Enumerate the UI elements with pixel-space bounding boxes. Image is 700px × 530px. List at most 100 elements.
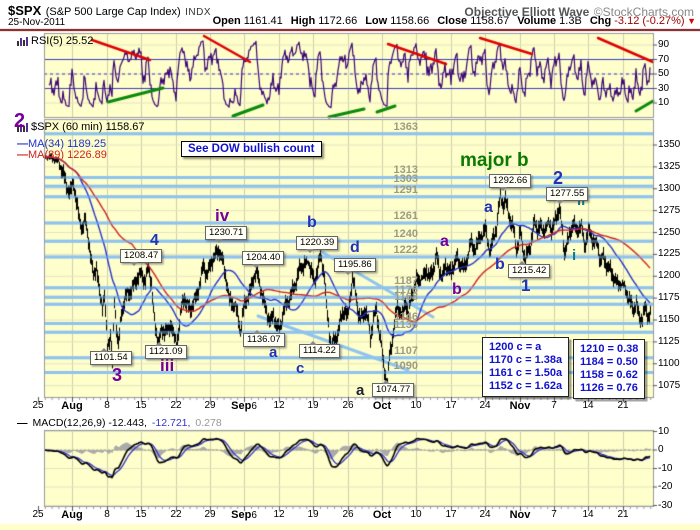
quote-low: Low 1158.66 bbox=[365, 15, 429, 27]
macd-label: — MACD(12,26,9) -12.443, -12.721, 0.278 bbox=[17, 417, 222, 429]
quote-volume: Volume 1.3B bbox=[517, 15, 582, 27]
y-axis-label-1075: 1075 bbox=[658, 379, 681, 391]
y-axis-label-1150: 1150 bbox=[658, 314, 680, 325]
x-axis-label-oct-a: Oct bbox=[372, 400, 392, 412]
macd-hist-value: 0.278 bbox=[195, 417, 222, 429]
y-axis-label-1275: 1275 bbox=[658, 204, 681, 216]
x-axis-label-nov-b: Nov bbox=[509, 509, 531, 521]
watermark-brand: Objective Elliott Wave bbox=[464, 5, 590, 19]
quote-low-value: 1158.66 bbox=[390, 15, 430, 27]
fib-line: 1170 c = 1.38a bbox=[489, 354, 563, 366]
fib-line: 1184 = 0.50 bbox=[580, 356, 638, 368]
x-axis-label-10-a: 10 bbox=[410, 400, 422, 411]
rsi-axis-label-50: 50 bbox=[658, 68, 670, 79]
macd-axis-label-0: 0 bbox=[658, 444, 664, 455]
mini-chart-icon bbox=[17, 36, 28, 46]
wave-label-c: c bbox=[296, 360, 305, 377]
level-label-1261: 1261 bbox=[393, 209, 418, 222]
level-label-1176: 1176 bbox=[394, 284, 418, 297]
wave-label-3: 3 bbox=[112, 365, 123, 385]
ma89-legend: —MA(89) 1226.89 bbox=[17, 149, 107, 161]
x-axis-label-17-a: 17 bbox=[445, 400, 457, 411]
x-axis-label-7-b: 7 bbox=[551, 509, 557, 520]
dow-bullish-count-note: See DOW bullish count bbox=[181, 141, 322, 157]
quote-open-value: 1161.41 bbox=[243, 15, 283, 27]
macd-line-swatch: — bbox=[17, 417, 28, 429]
x-axis-label-14-a: 14 bbox=[582, 400, 594, 411]
fib-line: 1152 c = 1.62a bbox=[489, 380, 563, 392]
x-axis-label-15-a: 15 bbox=[135, 400, 147, 411]
macd-axis-label-minus30: -30 bbox=[658, 499, 673, 511]
x-axis-label-aug-a: Aug bbox=[61, 400, 83, 412]
x-axis-label-8-a: 8 bbox=[104, 400, 110, 411]
x-axis-label-7-a: 7 bbox=[551, 400, 557, 411]
exchange-tag: INDX bbox=[185, 7, 212, 18]
watermark: Objective Elliott Wave ©StockCharts.com bbox=[464, 3, 694, 21]
level-label-1313: 1313 bbox=[393, 164, 418, 177]
wave-label-iv: iv bbox=[215, 206, 230, 225]
quote-volume-label: Volume bbox=[517, 15, 560, 27]
x-axis-label-24-b: 24 bbox=[479, 509, 491, 520]
ma34-legend-text: MA(34) 1189.25 bbox=[28, 138, 107, 150]
chart-header: $SPX (S&P 500 Large Cap Index) INDX bbox=[8, 2, 211, 20]
price-callout-1208-47: 1208.47 bbox=[120, 249, 163, 266]
wave-label-i: i bbox=[572, 247, 577, 264]
quote-close-label: Close bbox=[437, 15, 471, 27]
ma89-line-swatch: — bbox=[17, 149, 28, 161]
quote-close: Close 1158.67 bbox=[437, 15, 509, 27]
y-axis-label-1300: 1300 bbox=[658, 182, 681, 194]
x-axis-label-21-a: 21 bbox=[617, 400, 629, 411]
wave-label-a: a bbox=[356, 382, 365, 399]
y-axis-label-1100: 1100 bbox=[658, 357, 680, 369]
x-axis-label-sep-a: Sep6 bbox=[231, 400, 257, 412]
price-callout-1101-54: 1101.54 bbox=[90, 348, 132, 365]
x-axis-label-10-b: 10 bbox=[410, 509, 422, 520]
x-axis-label-15-b: 15 bbox=[135, 509, 147, 520]
macd-axis-label-minus10: -10 bbox=[658, 462, 673, 474]
quote-chg: Chg -3.12 (-0.27%) ▼ bbox=[590, 15, 696, 27]
quote-chg-value: -3.12 (-0.27%) bbox=[614, 15, 685, 27]
y-axis-label-1200: 1200 bbox=[658, 270, 681, 282]
level-label-1291: 1291 bbox=[393, 183, 418, 196]
quote-open: Open 1161.41 bbox=[213, 15, 283, 27]
y-axis-label-1125: 1125 bbox=[658, 335, 680, 347]
watermark-site: ©StockCharts.com bbox=[593, 5, 694, 19]
x-axis-label-22-a: 22 bbox=[170, 400, 182, 411]
x-axis-label-sep-b: Sep6 bbox=[231, 509, 257, 521]
quote-high: High 1172.66 bbox=[291, 15, 357, 27]
x-axis-label-19-a: 19 bbox=[307, 400, 319, 411]
x-axis-label-26-a: 26 bbox=[342, 400, 354, 411]
quote-high-value: 1172.66 bbox=[318, 15, 358, 27]
fib-line: 1200 c = a bbox=[489, 341, 542, 353]
x-axis-label-nov-a: Nov bbox=[509, 400, 531, 412]
wave-label-b: b bbox=[307, 214, 317, 231]
main-title: $SPX (60 min) 1158.67 bbox=[17, 121, 145, 133]
x-axis-label-22-b: 22 bbox=[170, 509, 182, 520]
macd-axis-label-10: 10 bbox=[658, 425, 670, 437]
x-axis-label-25-a: 25 bbox=[32, 400, 44, 411]
x-axis-label-29-a: 29 bbox=[204, 400, 216, 411]
symbol: $SPX bbox=[8, 3, 42, 18]
wave-label-b: b bbox=[495, 256, 505, 273]
wave-label-1: 1 bbox=[521, 276, 531, 295]
x-axis-label-aug-b: Aug bbox=[61, 509, 83, 521]
fib-retrace-box: 1210 = 0.38 1184 = 0.50 1158 = 0.62 1126… bbox=[573, 339, 646, 399]
x-axis-label-17-b: 17 bbox=[445, 509, 457, 520]
rsi-axis-label-90: 90 bbox=[658, 39, 670, 50]
macd-axis-label-minus20: -20 bbox=[658, 481, 673, 492]
wave-label-2: 2 bbox=[14, 110, 26, 132]
price-callout-1277-55: 1277.55 bbox=[546, 187, 589, 204]
level-label-1303: 1303 bbox=[393, 173, 418, 186]
level-label-1107: 1107 bbox=[394, 344, 418, 357]
level-label-1136: 1136 bbox=[394, 319, 418, 332]
x-axis-label-14-b: 14 bbox=[582, 509, 594, 520]
ma34-legend: —MA(34) 1189.25 bbox=[17, 138, 106, 150]
price-callout-1204-40: 1204.40 bbox=[242, 251, 285, 268]
wave-label-a: a bbox=[440, 233, 449, 250]
wave-label-2: 2 bbox=[553, 168, 564, 188]
x-axis-label-12-b: 12 bbox=[273, 509, 285, 520]
wave-label-4: 4 bbox=[150, 232, 159, 249]
fib-target-box-c-wave: 1200 c = a 1170 c = 1.38a 1161 c = 1.50a… bbox=[482, 337, 570, 397]
level-label-1168: 1168 bbox=[394, 291, 418, 304]
